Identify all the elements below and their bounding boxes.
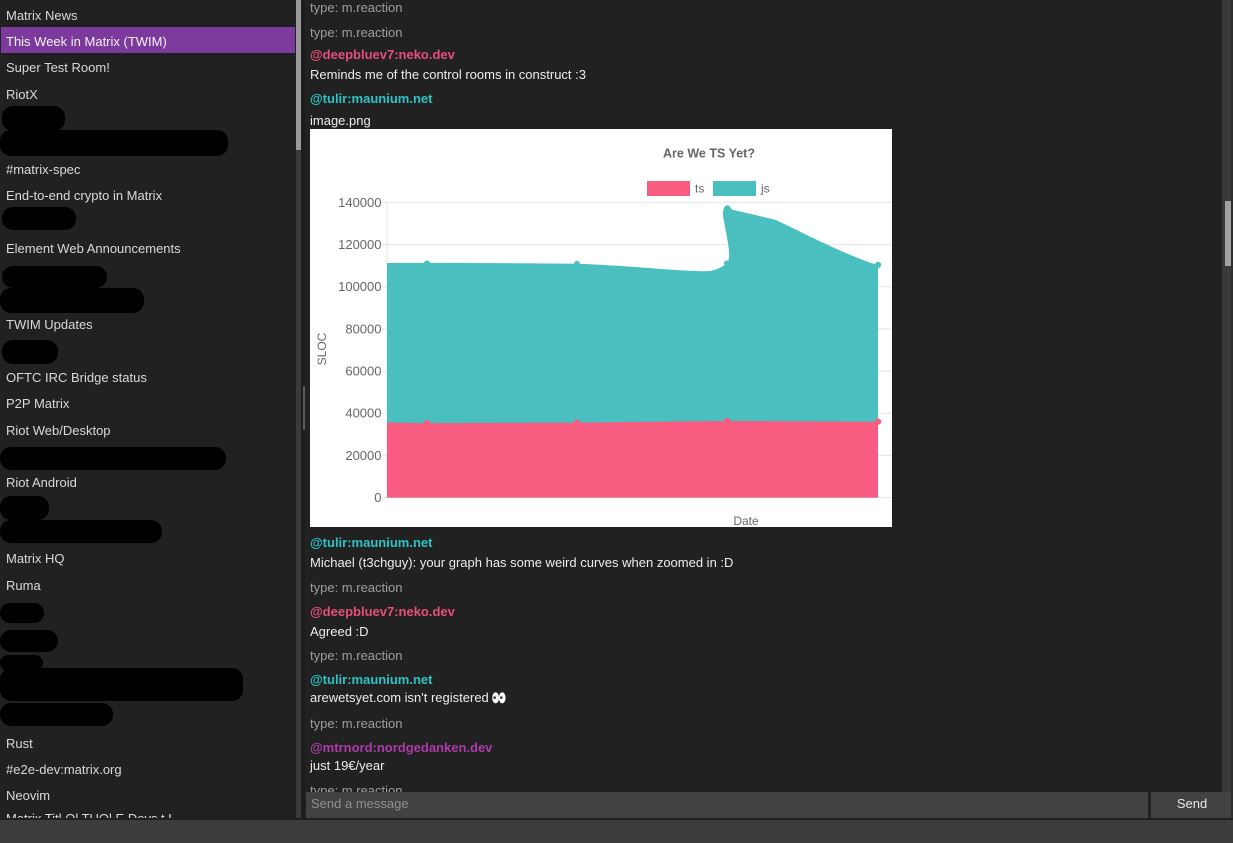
svg-text:ts: ts	[695, 182, 704, 196]
svg-text:SLOC: SLOC	[315, 332, 329, 365]
svg-text:140000: 140000	[338, 195, 381, 210]
svg-text:Are We TS Yet?: Are We TS Yet?	[663, 147, 755, 161]
svg-text:0: 0	[374, 490, 381, 505]
svg-text:40000: 40000	[345, 406, 381, 421]
svg-text:js: js	[760, 182, 770, 196]
svg-text:100000: 100000	[338, 279, 381, 294]
svg-text:120000: 120000	[338, 237, 381, 252]
svg-text:20000: 20000	[345, 448, 381, 463]
svg-text:80000: 80000	[345, 321, 381, 336]
svg-text:Date: Date	[733, 514, 759, 527]
svg-text:60000: 60000	[345, 364, 381, 379]
